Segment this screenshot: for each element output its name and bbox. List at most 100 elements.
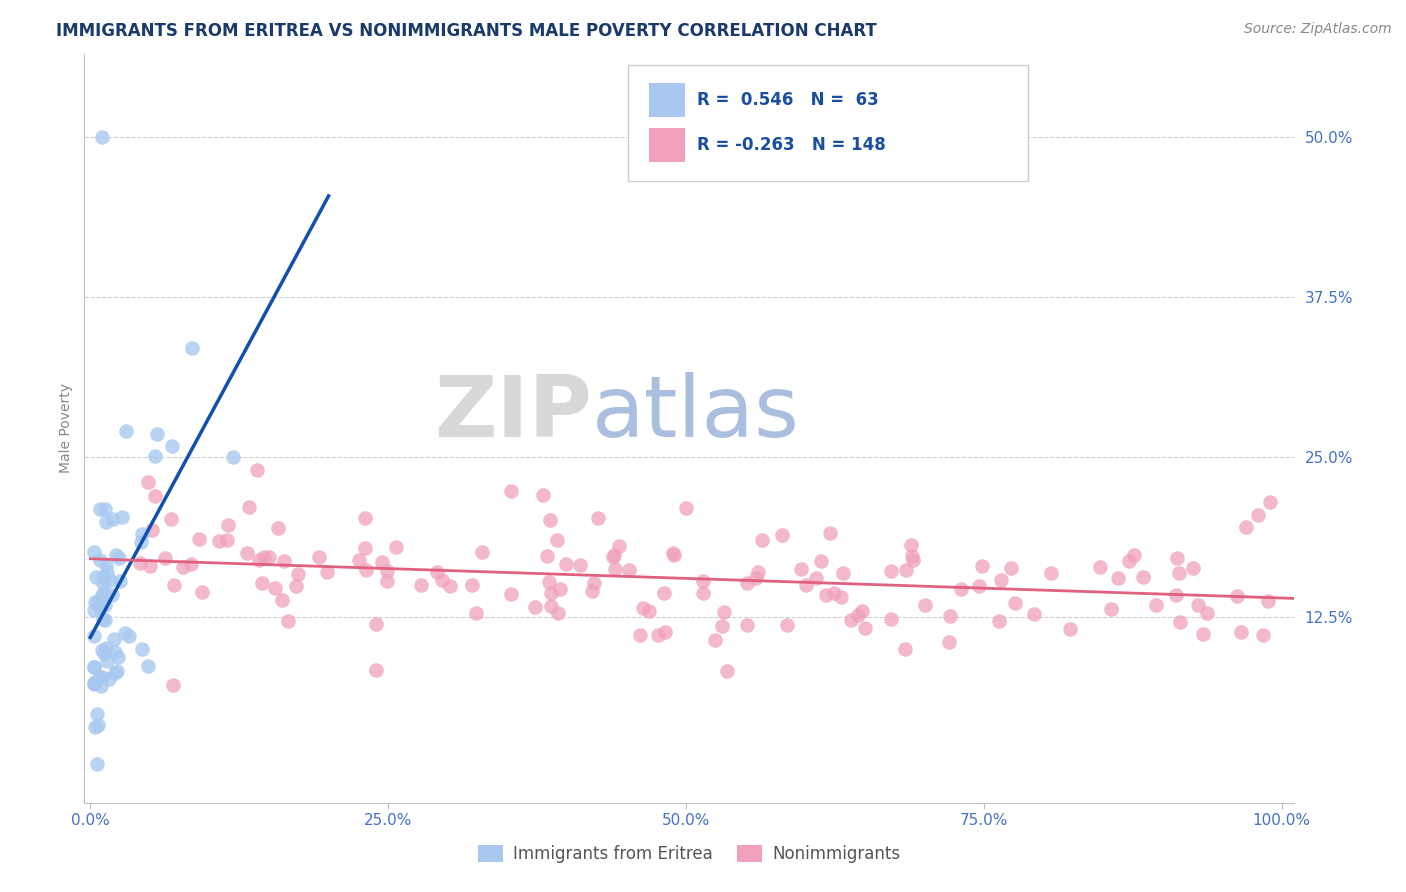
Point	[238, 500, 260, 514]
Point	[86, 706, 108, 721]
Text: atlas: atlas	[592, 372, 800, 455]
Point	[501, 587, 523, 601]
Point	[914, 598, 936, 612]
Point	[1099, 602, 1122, 616]
Point	[1000, 561, 1022, 575]
Point	[970, 559, 993, 574]
Point	[546, 533, 568, 548]
Point	[91, 129, 114, 144]
Point	[385, 540, 408, 554]
Point	[409, 578, 432, 592]
Point	[96, 654, 118, 668]
Point	[94, 599, 117, 613]
Point	[141, 524, 163, 538]
Point	[969, 579, 991, 593]
Point	[938, 634, 960, 648]
Point	[603, 562, 626, 576]
Point	[950, 582, 973, 596]
Point	[118, 629, 141, 643]
Point	[830, 590, 852, 604]
Point	[316, 566, 339, 580]
Text: IMMIGRANTS FROM ERITREA VS NONIMMIGRANTS MALE POVERTY CORRELATION CHART: IMMIGRANTS FROM ERITREA VS NONIMMIGRANTS…	[56, 22, 877, 40]
Point	[654, 624, 676, 639]
Point	[146, 426, 169, 441]
Point	[735, 576, 758, 591]
Point	[540, 585, 562, 599]
Point	[662, 548, 685, 562]
Point	[273, 554, 295, 568]
Point	[1187, 598, 1209, 612]
Point	[818, 525, 841, 540]
Point	[188, 532, 211, 546]
Point	[776, 617, 799, 632]
Point	[129, 534, 152, 549]
Point	[353, 510, 375, 524]
Point	[354, 541, 377, 555]
Point	[465, 606, 488, 620]
Point	[87, 593, 110, 607]
Point	[308, 549, 330, 564]
Point	[96, 640, 118, 655]
Point	[83, 544, 105, 558]
Point	[162, 678, 184, 692]
Point	[287, 566, 309, 581]
Point	[84, 595, 107, 609]
Point	[83, 676, 105, 690]
Point	[136, 475, 159, 489]
Point	[347, 553, 370, 567]
Point	[1088, 559, 1111, 574]
Point	[91, 612, 114, 626]
Point	[638, 603, 661, 617]
Point	[136, 658, 159, 673]
Point	[93, 646, 115, 660]
Point	[103, 512, 125, 526]
Point	[153, 551, 176, 566]
Point	[104, 665, 127, 680]
Point	[91, 594, 114, 608]
Point	[114, 625, 136, 640]
Point	[583, 576, 606, 591]
Point	[607, 540, 630, 554]
Point	[257, 549, 280, 564]
Point	[128, 556, 150, 570]
Point	[215, 533, 238, 548]
Text: R =  0.546   N =  63: R = 0.546 N = 63	[697, 91, 879, 109]
Point	[84, 674, 107, 689]
Point	[180, 341, 202, 355]
Point	[810, 554, 832, 568]
Point	[901, 549, 924, 563]
Point	[1251, 628, 1274, 642]
FancyBboxPatch shape	[650, 128, 685, 162]
Point	[191, 584, 214, 599]
Point	[139, 558, 162, 573]
Point	[675, 501, 697, 516]
Point	[661, 546, 683, 560]
Point	[89, 600, 111, 615]
Point	[277, 614, 299, 628]
Point	[1132, 569, 1154, 583]
Point	[371, 555, 394, 569]
Point	[631, 600, 654, 615]
Point	[83, 660, 105, 674]
Point	[108, 574, 131, 588]
Point	[848, 607, 870, 622]
Point	[1182, 561, 1205, 575]
Point	[246, 463, 269, 477]
Y-axis label: Male Poverty: Male Poverty	[59, 384, 73, 473]
Point	[104, 548, 127, 562]
Point	[814, 588, 837, 602]
Point	[703, 633, 725, 648]
Point	[271, 592, 294, 607]
Point	[501, 483, 523, 498]
Point	[538, 574, 561, 589]
Point	[1257, 593, 1279, 607]
Point	[86, 757, 108, 772]
Point	[1118, 554, 1140, 568]
Point	[461, 578, 484, 592]
Point	[710, 619, 733, 633]
Point	[94, 502, 117, 516]
Point	[1022, 607, 1045, 622]
Point	[1168, 615, 1191, 630]
Point	[538, 513, 561, 527]
Point	[217, 517, 239, 532]
